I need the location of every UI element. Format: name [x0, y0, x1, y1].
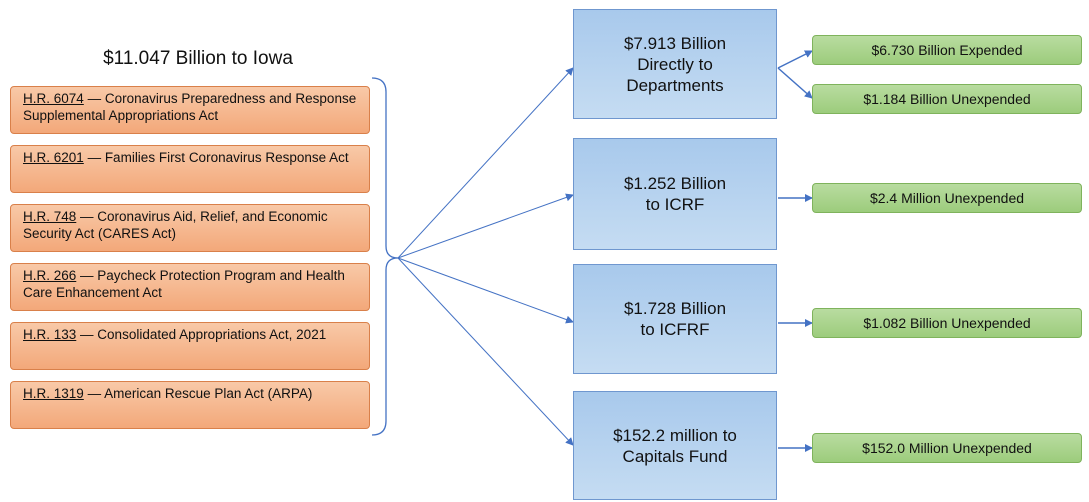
fund-box: $152.2 million to Capitals Fund	[573, 391, 777, 500]
brace	[371, 77, 399, 436]
bill-name: — Consolidated Appropriations Act, 2021	[80, 327, 327, 342]
bill-name: — Families First Coronavirus Response Ac…	[87, 150, 349, 165]
fund-label: $7.913 Billion	[623, 33, 727, 53]
fund-label: Directly to	[637, 54, 713, 74]
fund-label: Departments	[626, 75, 724, 95]
bill-box: H.R. 1319 — American Rescue Plan Act (AR…	[10, 381, 370, 429]
fund-label: $1.252 Billion	[623, 174, 727, 193]
bill-box: H.R. 6074 — Coronavirus Preparedness and…	[10, 86, 370, 134]
outcome-box: $2.4 Million Unexpended	[812, 183, 1082, 213]
bill-id: H.R. 6201	[23, 150, 84, 165]
fund-box: $1.252 Billion to ICRF	[573, 138, 777, 250]
bill-id: H.R. 6074	[23, 91, 84, 106]
bill-box: H.R. 6201 — Families First Coronavirus R…	[10, 145, 370, 193]
fund-box: $7.913 Billion Directly to Departments	[573, 9, 777, 119]
bill-box: H.R. 133 — Consolidated Appropriations A…	[10, 322, 370, 370]
title: $11.047 Billion to Iowa	[103, 48, 293, 69]
bill-box: H.R. 266 — Paycheck Protection Program a…	[10, 263, 370, 311]
fund-label: to ICRF	[645, 195, 705, 214]
bill-name: — Paycheck Protection Program and Health…	[23, 268, 345, 300]
bill-name: — Coronavirus Preparedness and Response …	[23, 91, 357, 123]
fund-label: $152.2 million to	[613, 425, 737, 445]
bill-id: H.R. 1319	[23, 386, 84, 401]
outcome-box: $6.730 Billion Expended	[812, 35, 1082, 65]
fund-box: $1.728 Billion to ICFRF	[573, 264, 777, 374]
fund-label: to ICFRF	[640, 320, 710, 339]
arrows	[397, 50, 813, 452]
fund-label: $1.728 Billion	[623, 299, 727, 318]
bill-id: H.R. 266	[23, 268, 77, 283]
bill-box: H.R. 748 — Coronavirus Aid, Relief, and …	[10, 204, 370, 252]
outcome-box: $1.184 Billion Unexpended	[812, 84, 1082, 114]
bill-name: — American Rescue Plan Act (ARPA)	[87, 386, 313, 401]
bill-name: — Coronavirus Aid, Relief, and Economic …	[23, 209, 328, 241]
fund-label: Capitals Fund	[622, 446, 728, 466]
bill-id: H.R. 748	[23, 209, 77, 224]
bill-id: H.R. 133	[23, 327, 77, 342]
outcome-box: $1.082 Billion Unexpended	[812, 308, 1082, 338]
outcome-box: $152.0 Million Unexpended	[812, 433, 1082, 463]
